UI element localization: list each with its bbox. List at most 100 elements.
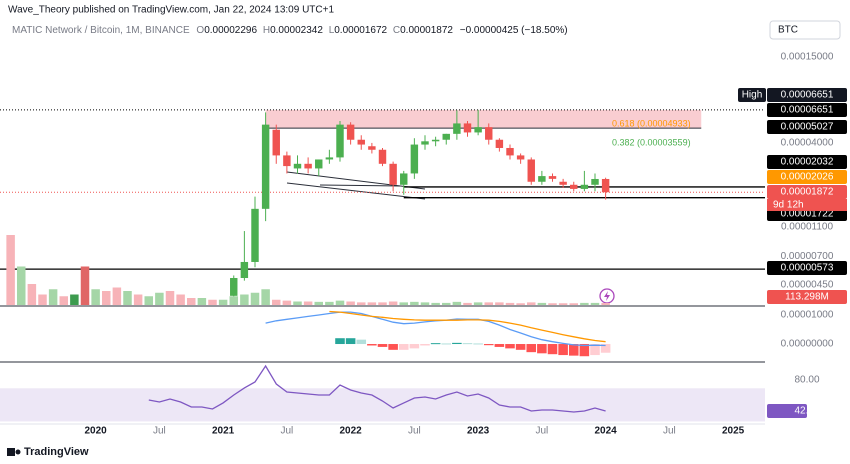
level-price-label: 0.00006651 — [781, 105, 834, 116]
ohlc-key: L — [329, 25, 335, 36]
volume-bar — [187, 298, 196, 305]
fib-label: 0.618 (0.00004933) — [612, 118, 691, 128]
volume-bar — [240, 294, 249, 305]
histogram-bar — [590, 344, 600, 356]
histogram-bar — [494, 344, 505, 347]
volume-bar — [197, 298, 207, 305]
footer-logo: TradingView — [7, 446, 89, 458]
volume-bar — [463, 302, 472, 305]
histogram-bar — [515, 344, 526, 350]
x-tick-label: 2022 — [340, 426, 363, 437]
histogram-bar — [420, 344, 430, 346]
histogram-bar — [452, 342, 462, 345]
candle-body — [315, 159, 323, 169]
candle-body — [570, 184, 578, 189]
histogram-bar — [600, 344, 611, 353]
candle-body — [548, 176, 557, 179]
candle-body — [453, 123, 461, 134]
countdown-box — [767, 199, 847, 211]
volume-bar — [590, 302, 600, 305]
candle-body — [538, 176, 546, 182]
histogram-bar — [388, 344, 398, 350]
y-tick-label: 0.00000450 — [781, 279, 834, 290]
candle-body — [378, 149, 387, 164]
volume-bar — [123, 291, 132, 305]
volume-bar — [229, 296, 238, 305]
candle-body — [410, 144, 419, 174]
volume-bar — [516, 303, 525, 305]
candle-body — [336, 124, 344, 158]
histogram-bar — [345, 338, 356, 345]
y-tick-label: 0.00015000 — [781, 52, 834, 63]
volume-bar — [314, 301, 323, 305]
volume-bar — [420, 302, 430, 305]
level-price-label-box — [767, 103, 847, 117]
high-title: High — [742, 90, 763, 101]
candle-body — [304, 163, 312, 169]
histogram-bar — [462, 343, 473, 345]
candle-body — [601, 178, 610, 193]
histogram-bar — [579, 344, 590, 357]
ohlc-value: 0.00001672 — [334, 25, 387, 36]
series-line — [148, 364, 606, 413]
volume-bar — [48, 289, 58, 305]
histogram-bar — [505, 344, 515, 349]
x-tick-label: Jul — [663, 426, 676, 437]
ohlc-key: H — [263, 25, 270, 36]
level-price-label: 0.00001722 — [781, 209, 834, 220]
volume-bar — [112, 287, 122, 305]
ohlc-value: 0.00002342 — [270, 25, 323, 36]
logo-mark — [7, 448, 15, 456]
volume-bar — [80, 266, 90, 305]
currency-button[interactable] — [769, 20, 841, 40]
volume-bar — [176, 294, 185, 305]
volume-bar — [335, 300, 345, 305]
volume-bar — [580, 302, 589, 305]
volume-bar — [399, 302, 408, 305]
level-price-label-box — [767, 170, 847, 184]
rsi-label: 42.59 — [794, 406, 819, 417]
histogram-bar — [377, 344, 388, 347]
volume-bar — [27, 284, 37, 305]
rsi-label-box — [767, 403, 807, 418]
x-tick-label: 2024 — [595, 426, 618, 437]
volume-bar — [452, 301, 462, 305]
x-tick-label: 2020 — [85, 426, 108, 437]
y-tick-label: 0.00000700 — [781, 251, 834, 262]
volume-bar — [303, 301, 313, 305]
histogram-bar — [526, 344, 537, 353]
level-price-label: 0.00005027 — [781, 122, 834, 133]
candle-body — [495, 139, 504, 148]
high-price-label: 0.00006651 — [781, 90, 834, 101]
trend-line — [286, 182, 426, 200]
candle-body — [591, 178, 599, 185]
level-price-label: 0.00002032 — [781, 157, 834, 168]
volume-bar — [38, 294, 47, 305]
candle-body — [346, 124, 355, 140]
high-price-label-box — [767, 88, 847, 102]
high-title-box — [738, 88, 766, 102]
currency[interactable]: BTC — [778, 25, 798, 36]
trend-line — [286, 171, 426, 190]
volume-bar — [133, 294, 143, 305]
logo-text: TradingView — [24, 446, 89, 458]
volume-bar — [431, 302, 440, 305]
volume-bar — [91, 289, 100, 305]
volume-bar — [367, 302, 377, 305]
level-price-label-box — [767, 155, 847, 169]
candle-body — [421, 141, 429, 145]
resistance-zone — [265, 109, 702, 129]
candle-body — [368, 146, 376, 150]
volume-bar — [537, 302, 547, 305]
volume-label-box — [767, 290, 847, 304]
volume-bar — [410, 301, 419, 305]
volume-bar — [484, 302, 493, 305]
logo-mark — [15, 449, 21, 455]
candle-body — [580, 184, 589, 189]
change: −0.00000425 (−18.50%) — [460, 25, 568, 36]
histogram-bar — [547, 344, 558, 355]
volume-bar — [325, 301, 334, 305]
histogram-bar — [398, 344, 409, 350]
level-price-label-box — [767, 120, 847, 134]
